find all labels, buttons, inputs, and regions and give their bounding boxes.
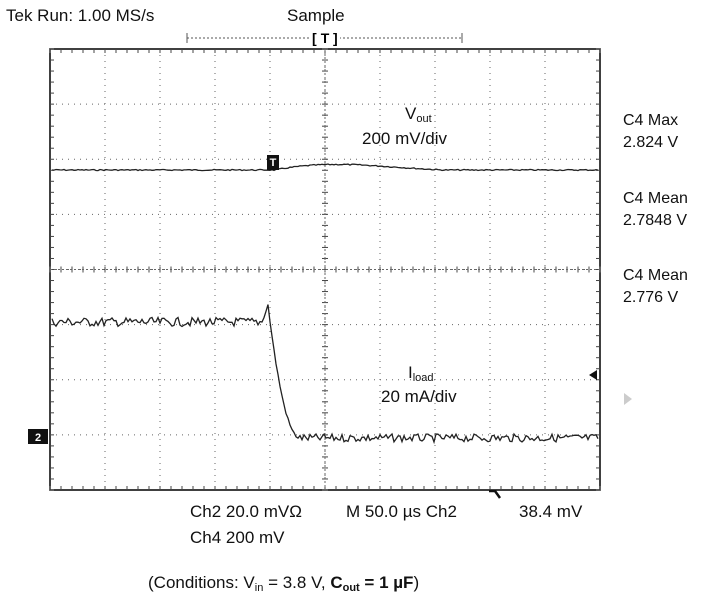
measurement-label: C4 Max [623, 112, 679, 129]
measurement-1: C4 Max 2.824 V [623, 110, 678, 154]
vout-label: Vout [405, 104, 432, 125]
conditions-caption: (Conditions: Vin = 3.8 V, Cout = 1 µF) [148, 573, 420, 594]
ch4-scale-readout: Ch4 200 mV [190, 528, 285, 547]
vout-trace [51, 163, 599, 172]
svg-text:2: 2 [35, 432, 41, 444]
ch2-scale-readout: Ch2 20.0 mVΩ [190, 502, 302, 521]
measurement-label: C4 Mean [623, 190, 688, 207]
timebase-readout: M 50.0 µs Ch2 [346, 502, 457, 521]
measurement-3: C4 Mean 2.776 V [623, 265, 688, 309]
graticule-grid [49, 48, 601, 491]
trigger-slope-icon [489, 489, 502, 499]
trigger-level-readout: 38.4 mV [519, 502, 583, 521]
trigger-point-marker: T [267, 155, 279, 170]
trigger-marker: T [321, 30, 330, 46]
trigger-level-arrow [589, 370, 597, 380]
iload-label: Iload [408, 363, 434, 384]
measurement-value: 2.824 V [623, 134, 679, 151]
acquisition-mode: Sample [287, 6, 345, 25]
run-status: Tek Run: 1.00 MS/s [6, 6, 155, 25]
trigger-position-bar: T [ ] [186, 30, 463, 46]
measurement-label: C4 Mean [623, 267, 688, 284]
measurement-2: C4 Mean 2.7848 V [623, 188, 688, 232]
svg-text:T: T [270, 157, 277, 169]
svg-text:[: [ [312, 30, 317, 46]
measurement-value: 2.7848 V [623, 212, 688, 229]
iload-scale: 20 mA/div [381, 387, 457, 406]
iload-trace [51, 304, 599, 445]
side-arrow-icon [624, 393, 632, 405]
vout-scale: 200 mV/div [362, 129, 448, 148]
svg-text:]: ] [333, 30, 338, 46]
measurement-value: 2.776 V [623, 289, 679, 306]
ch2-ground-marker: 2 [28, 429, 48, 444]
